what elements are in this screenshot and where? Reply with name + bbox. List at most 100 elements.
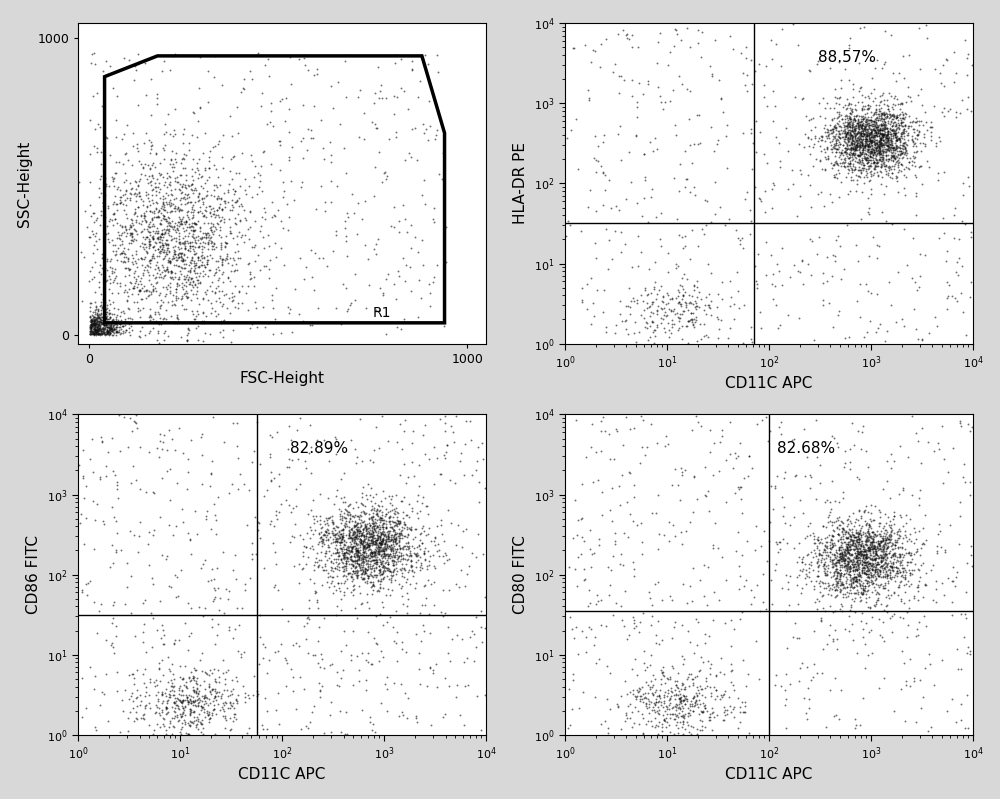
- Point: [92, 327, 108, 340]
- Point: [400, 102, 416, 115]
- Point: [468, 551, 484, 563]
- Point: [869, 147, 885, 160]
- Point: [892, 102, 908, 115]
- Point: [852, 118, 868, 131]
- Point: [946, 232, 962, 244]
- Point: [382, 518, 398, 531]
- Point: [383, 220, 399, 233]
- Point: [879, 135, 895, 148]
- Point: [642, 320, 658, 332]
- Point: [862, 543, 878, 555]
- Point: [176, 269, 192, 282]
- Point: [855, 113, 871, 125]
- Point: [180, 596, 196, 609]
- Point: [373, 543, 389, 556]
- Point: [851, 504, 867, 517]
- Point: [814, 551, 830, 564]
- Point: [852, 594, 868, 607]
- Point: [691, 665, 707, 678]
- Point: [743, 583, 759, 596]
- Point: [348, 569, 364, 582]
- Point: [168, 694, 184, 707]
- Point: [676, 682, 692, 695]
- Point: [380, 542, 396, 555]
- Point: [807, 129, 823, 142]
- Point: [383, 493, 399, 506]
- Point: [861, 133, 877, 145]
- Point: [618, 28, 634, 41]
- Point: [868, 125, 884, 138]
- Point: [859, 152, 875, 165]
- Point: [154, 443, 170, 455]
- Point: [643, 648, 659, 661]
- Point: [960, 171, 976, 184]
- Point: [139, 231, 155, 244]
- Point: [878, 533, 894, 546]
- Point: [194, 206, 210, 219]
- Point: [388, 558, 404, 570]
- Point: [361, 552, 377, 565]
- Point: [877, 567, 893, 580]
- Point: [176, 122, 192, 135]
- Point: [866, 117, 882, 130]
- Point: [628, 692, 644, 705]
- Point: [351, 546, 367, 559]
- Point: [799, 450, 815, 463]
- Point: [152, 511, 168, 523]
- Point: [429, 49, 445, 62]
- Point: [860, 98, 876, 111]
- Point: [377, 543, 393, 555]
- Point: [838, 550, 854, 562]
- Point: [163, 233, 179, 246]
- Point: [114, 221, 130, 233]
- Point: [174, 237, 190, 250]
- Point: [684, 672, 700, 685]
- Point: [99, 325, 115, 338]
- Point: [840, 121, 856, 133]
- Point: [846, 135, 862, 148]
- Point: [871, 112, 887, 125]
- Point: [138, 189, 154, 201]
- Point: [859, 103, 875, 116]
- Point: [321, 545, 337, 558]
- Point: [855, 158, 871, 171]
- Point: [318, 534, 334, 547]
- Point: [250, 167, 266, 180]
- Point: [125, 127, 141, 140]
- Point: [860, 143, 876, 156]
- Point: [366, 520, 382, 533]
- Point: [339, 305, 355, 318]
- Point: [862, 135, 878, 148]
- Point: [871, 538, 887, 551]
- Point: [354, 703, 370, 716]
- Point: [857, 566, 873, 579]
- Point: [204, 562, 220, 575]
- Point: [188, 663, 204, 676]
- Point: [380, 550, 396, 562]
- Point: [867, 543, 883, 555]
- Point: [653, 206, 669, 219]
- Point: [713, 688, 729, 701]
- Point: [365, 576, 381, 589]
- Point: [908, 187, 924, 200]
- Point: [151, 186, 167, 199]
- Point: [875, 134, 891, 147]
- Point: [360, 549, 376, 562]
- Point: [252, 608, 268, 621]
- Point: [400, 536, 416, 549]
- Point: [131, 217, 147, 229]
- Point: [99, 321, 115, 334]
- Point: [162, 255, 178, 268]
- Point: [360, 571, 376, 584]
- Point: [182, 532, 198, 545]
- Point: [425, 666, 441, 679]
- Point: [136, 209, 152, 221]
- Point: [157, 249, 173, 262]
- Point: [957, 34, 973, 47]
- Point: [877, 160, 893, 173]
- Point: [857, 152, 873, 165]
- Point: [868, 562, 884, 575]
- Point: [357, 194, 373, 207]
- Point: [96, 309, 112, 322]
- Point: [376, 529, 392, 542]
